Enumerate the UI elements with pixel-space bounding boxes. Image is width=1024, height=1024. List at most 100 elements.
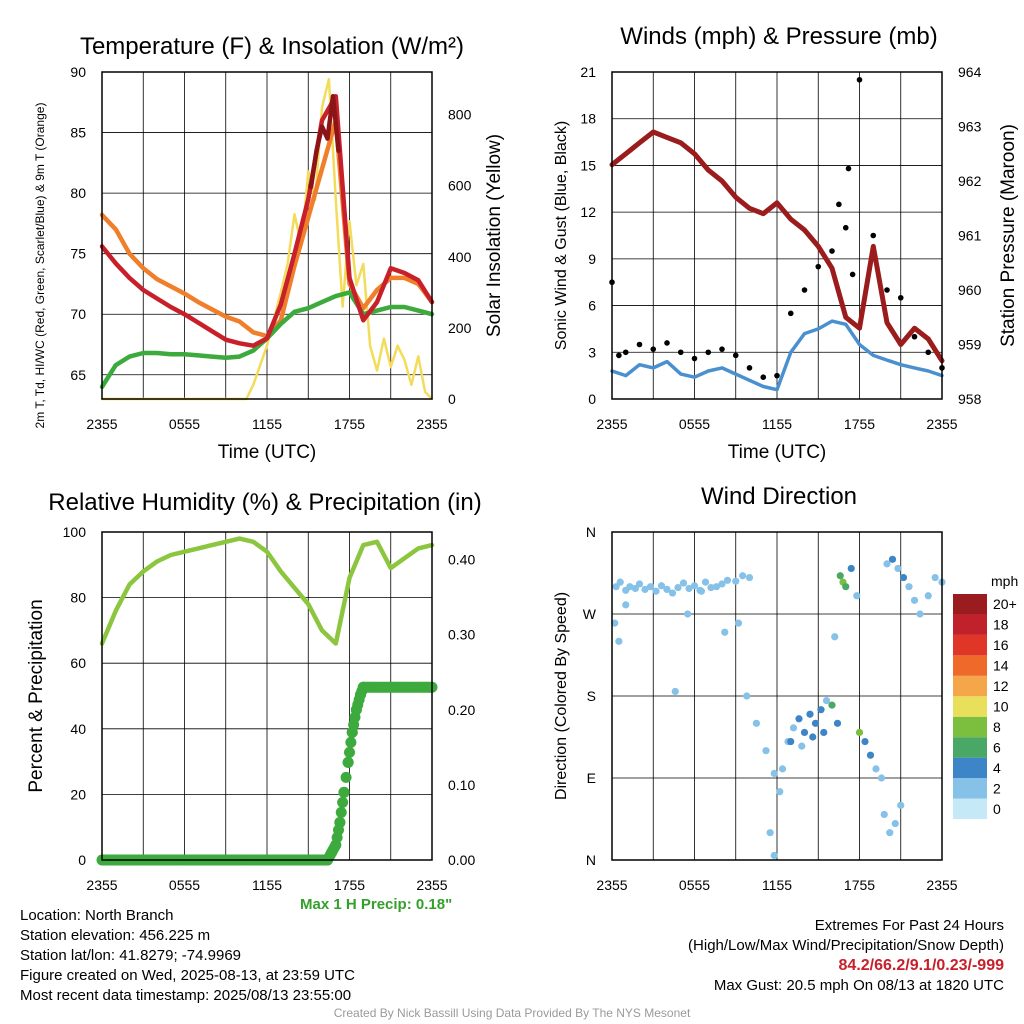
direction-point	[743, 692, 751, 700]
direction-point	[778, 765, 787, 773]
direction-point	[622, 601, 630, 609]
extremes-values: 84.2/66.2/9.1/0.23/-999	[838, 957, 1004, 974]
y-tick-label-right: 960	[958, 282, 982, 298]
direction-point	[883, 560, 891, 568]
x-tick-label: 2355	[86, 416, 117, 432]
direction-point	[671, 687, 679, 696]
legend-label: 6	[993, 739, 1001, 755]
plot-border	[611, 531, 943, 861]
direction-point	[798, 742, 806, 750]
plot-border	[101, 71, 433, 400]
panel-2	[611, 72, 943, 399]
direction-point	[770, 769, 778, 778]
y-tick-label-right: 600	[448, 178, 472, 194]
x-tick-label: 2355	[416, 877, 447, 893]
legend-label: 2	[993, 780, 1001, 796]
direction-point	[820, 728, 828, 737]
gust-point	[842, 224, 849, 231]
precip-point	[334, 816, 346, 828]
y-tick-label-left: 6	[588, 298, 596, 314]
direction-point	[701, 578, 710, 586]
legend-label: 12	[993, 678, 1009, 694]
direction-point	[668, 589, 677, 597]
direction-point	[833, 719, 842, 727]
x-tick-label: 1155	[252, 416, 282, 432]
precip-point	[338, 786, 350, 798]
y-tick-label-right: 200	[448, 320, 472, 336]
direction-point	[894, 564, 902, 573]
direction-point	[828, 701, 836, 709]
y-tick-label-left: 90	[70, 64, 86, 80]
direction-point	[739, 572, 747, 580]
x-tick-label: 1755	[334, 877, 365, 893]
direction-point	[635, 580, 644, 588]
legend-label: 10	[993, 699, 1009, 715]
y-axis-label-right: Station Pressure (Maroon)	[998, 124, 1019, 347]
panel-3	[101, 532, 433, 860]
direction-point	[924, 592, 932, 600]
y-tick-label-right: 963	[958, 119, 982, 135]
chart-title: Temperature (F) & Insolation (W/m²)	[80, 33, 464, 60]
gust-point	[746, 365, 753, 371]
direction-point	[652, 587, 660, 595]
gust-point	[732, 352, 739, 359]
direction-point	[690, 582, 699, 590]
gust-point	[829, 248, 835, 254]
y-tick-label: S	[587, 688, 596, 704]
gust-point	[616, 352, 622, 359]
extremes-title: Extremes For Past 24 Hours	[814, 917, 1004, 934]
legend-swatch	[953, 594, 987, 615]
direction-point	[855, 728, 864, 737]
gust-point	[787, 310, 794, 317]
y-tick-label-left: 60	[70, 655, 86, 671]
x-axis-label: Time (UTC)	[218, 442, 317, 463]
y-tick-label-right: 0.10	[448, 777, 475, 793]
precip-point	[344, 746, 355, 758]
legend-label: 18	[993, 617, 1009, 633]
direction-point	[866, 751, 875, 759]
gust-point	[691, 355, 698, 362]
legend-swatch	[953, 614, 987, 635]
direction-point	[611, 619, 619, 627]
direction-point	[795, 715, 803, 723]
y-axis-label-right: Solar Insolation (Yellow)	[484, 134, 505, 337]
chart-title: Winds (mph) & Pressure (mb)	[620, 23, 937, 50]
y-tick-label-right: 0.20	[448, 702, 475, 718]
chart-title: Relative Humidity (%) & Precipitation (i…	[48, 489, 481, 516]
latlon-text: Station lat/lon: 41.8279; -74.9969	[20, 947, 242, 964]
direction-point	[615, 637, 623, 645]
legend-label: 14	[993, 658, 1009, 674]
direction-point	[718, 580, 726, 588]
direction-point	[641, 585, 649, 594]
y-tick-label-right: 0	[448, 391, 456, 407]
direction-point	[842, 583, 850, 591]
direction-point	[762, 747, 770, 755]
legend-swatch	[953, 737, 987, 758]
extremes-subtitle: (High/Low/Max Wind/Precipitation/Snow De…	[688, 937, 1004, 954]
gust-point	[870, 232, 877, 239]
direction-point	[612, 583, 620, 591]
x-tick-label: 1155	[762, 416, 792, 432]
created-text: Figure created on Wed, 2025-08-13, at 23…	[20, 967, 355, 984]
y-tick-label: N	[586, 852, 596, 868]
direction-point	[697, 587, 705, 595]
direction-point	[910, 596, 919, 604]
legend-label: 16	[993, 637, 1009, 653]
gust-point	[845, 165, 852, 172]
y-axis-label: Direction (Colored By Speed)	[553, 592, 570, 800]
y-tick-label-right: 800	[448, 107, 472, 123]
legend-label: 8	[993, 719, 1001, 735]
gust-point	[815, 263, 822, 270]
direction-point	[646, 583, 655, 591]
y-tick-label-right: 958	[958, 391, 982, 407]
direction-point	[752, 719, 760, 727]
direction-point	[806, 710, 814, 718]
max-precip-label: Max 1 H Precip: 0.18"	[300, 896, 453, 913]
gust-point	[849, 271, 856, 278]
series-line-sonic-wind	[610, 319, 944, 392]
y-tick-label-left: 40	[70, 721, 86, 737]
y-tick-label-left: 75	[70, 246, 86, 262]
x-tick-label: 2355	[926, 416, 957, 432]
x-tick-label: 1155	[762, 877, 792, 893]
